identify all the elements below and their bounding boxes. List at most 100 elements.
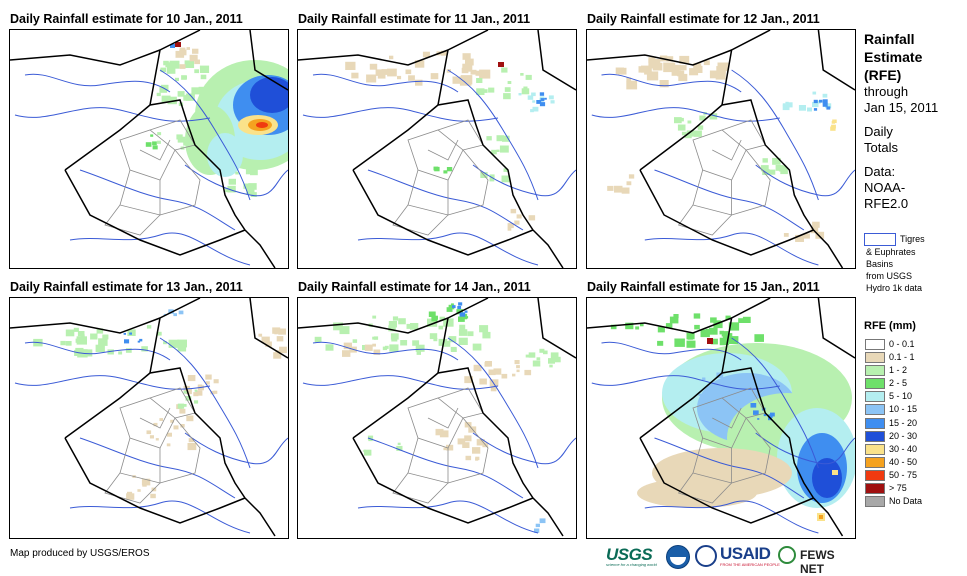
country-border bbox=[249, 30, 288, 91]
rain-cell bbox=[372, 336, 376, 340]
basin-boundary bbox=[654, 169, 805, 231]
rain-cell bbox=[544, 97, 547, 100]
rain-cell bbox=[472, 343, 482, 351]
rain-cell bbox=[493, 368, 502, 375]
rain-cell bbox=[170, 419, 174, 423]
legend-label: 10 - 15 bbox=[889, 404, 918, 415]
rain-cell bbox=[681, 131, 687, 136]
rain-cell bbox=[448, 304, 455, 310]
rain-cell bbox=[496, 135, 505, 142]
basin-boundary bbox=[79, 437, 236, 499]
rain-cell bbox=[458, 337, 468, 345]
rain-cell bbox=[173, 425, 179, 430]
rain-area bbox=[637, 478, 757, 508]
rain-cell bbox=[366, 74, 377, 83]
rain-cell bbox=[786, 102, 793, 108]
rain-cell bbox=[648, 57, 656, 63]
rain-cell bbox=[210, 390, 215, 395]
rain-cell bbox=[822, 99, 828, 104]
rain-cell bbox=[388, 325, 396, 332]
legend-label: No Data bbox=[889, 496, 923, 507]
rain-cell bbox=[528, 215, 536, 221]
country-border bbox=[817, 298, 855, 359]
rain-cell bbox=[213, 379, 219, 384]
rain-cell bbox=[175, 50, 185, 58]
country-border bbox=[298, 317, 449, 334]
rain-cell bbox=[728, 336, 739, 344]
rain-cell bbox=[443, 447, 447, 451]
basin-boundary bbox=[755, 164, 855, 197]
province-boundary bbox=[119, 397, 176, 449]
rain-cell bbox=[397, 442, 401, 445]
rain-cell bbox=[145, 142, 152, 147]
rain-cell bbox=[687, 120, 692, 124]
basin-legend-line1: Tigres bbox=[900, 234, 925, 244]
rain-cell bbox=[516, 365, 520, 369]
rain-cell bbox=[488, 369, 496, 376]
rain-cell bbox=[351, 72, 359, 79]
legend-item: 50 - 75 bbox=[864, 469, 964, 482]
basin-boundary bbox=[644, 232, 819, 266]
province-boundary bbox=[119, 129, 176, 181]
rain-cell bbox=[520, 73, 524, 76]
rain-cell bbox=[333, 322, 343, 331]
rain-cell bbox=[550, 100, 555, 104]
rain-cell bbox=[186, 415, 194, 422]
rain-cell bbox=[410, 323, 419, 330]
legend-label: 15 - 20 bbox=[889, 417, 918, 428]
rain-cell bbox=[657, 340, 664, 346]
rain-cell bbox=[514, 360, 520, 365]
rain-cell bbox=[159, 86, 168, 93]
rain-cell bbox=[512, 373, 516, 377]
country-border bbox=[298, 49, 449, 66]
rain-cell bbox=[697, 125, 704, 130]
rain-cell bbox=[646, 71, 659, 81]
map-base bbox=[10, 298, 288, 537]
rain-cell bbox=[406, 323, 413, 329]
province-boundary bbox=[392, 472, 449, 504]
rain-cell bbox=[261, 336, 270, 344]
country-border bbox=[352, 437, 534, 524]
legend-label: 30 - 40 bbox=[889, 443, 918, 454]
rain-cell bbox=[156, 331, 162, 336]
legend-label: 5 - 10 bbox=[889, 391, 913, 402]
rain-cell bbox=[489, 379, 499, 387]
rain-cell bbox=[464, 435, 472, 442]
rain-cell bbox=[715, 71, 726, 80]
country-border bbox=[249, 298, 288, 359]
basin-boundary bbox=[302, 107, 499, 122]
rain-cell bbox=[482, 334, 487, 338]
side-data-label: Data: bbox=[864, 164, 896, 179]
country-border bbox=[721, 30, 771, 106]
rain-cell bbox=[460, 75, 473, 85]
rain-cell bbox=[185, 396, 192, 401]
rain-cell bbox=[772, 157, 781, 165]
rain-cell bbox=[539, 102, 546, 107]
rain-cell bbox=[123, 332, 126, 335]
rain-cell bbox=[367, 435, 374, 440]
rain-cell bbox=[107, 349, 114, 355]
rain-cell bbox=[184, 60, 195, 68]
side-data-source1: NOAA- bbox=[864, 180, 906, 195]
rain-cell bbox=[535, 523, 540, 528]
legend-label: 1 - 2 bbox=[889, 365, 908, 376]
rain-cell bbox=[812, 91, 817, 95]
province-boundary bbox=[692, 169, 732, 216]
basin-boundary bbox=[367, 169, 524, 231]
rain-cell bbox=[680, 65, 687, 71]
province-boundary bbox=[731, 149, 771, 216]
rain-cell bbox=[389, 55, 394, 60]
country-border bbox=[64, 99, 246, 231]
rain-cell bbox=[373, 336, 379, 340]
basin-boundary bbox=[357, 232, 539, 266]
rain-cell bbox=[669, 316, 679, 324]
rain-cell bbox=[534, 528, 540, 533]
province-boundary bbox=[721, 387, 766, 419]
rain-cell bbox=[73, 327, 79, 332]
legend-item: 2 - 5 bbox=[864, 377, 964, 390]
rain-cell bbox=[141, 346, 148, 352]
province-boundary bbox=[427, 139, 459, 161]
rain-cell bbox=[414, 60, 425, 68]
rain-cell bbox=[372, 315, 377, 319]
map-panel-jan10 bbox=[9, 29, 289, 269]
